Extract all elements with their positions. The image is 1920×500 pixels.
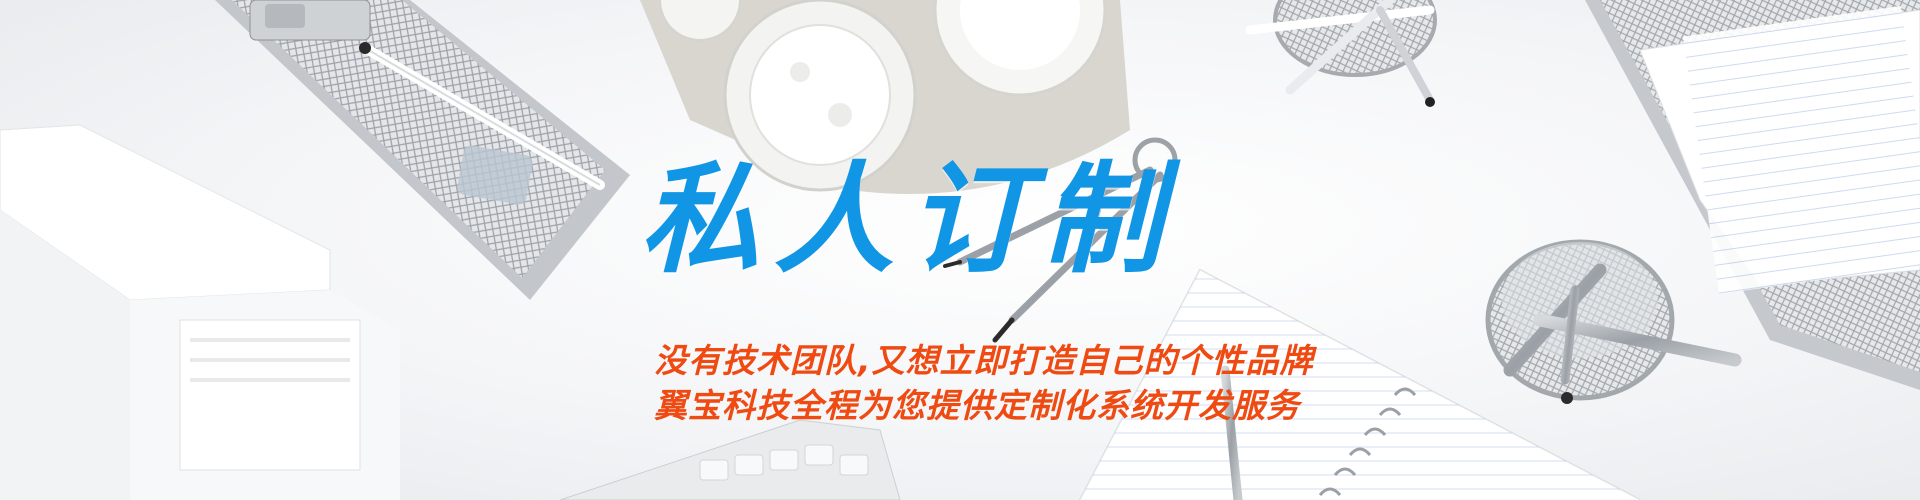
- tagline-line-2: 翼宝科技全程为您提供定制化系统开发服务: [654, 386, 1300, 425]
- coffee-cups: [640, 0, 1130, 194]
- mesh-tray-right: [1585, 0, 1920, 390]
- white-box: [0, 124, 400, 500]
- mesh-tray-left: [215, 0, 630, 300]
- keyboard: [559, 419, 901, 500]
- tagline-line-1: 没有技术团队,又想立即打造自己的个性品牌: [654, 341, 1314, 380]
- headline-private-custom: 私人订制: [640, 149, 1176, 290]
- spiral-notebook: [1078, 268, 1641, 500]
- pencil-cup-top: [1245, 0, 1437, 107]
- pencil-cup-bottom: [1485, 239, 1742, 404]
- compass: [943, 137, 1178, 343]
